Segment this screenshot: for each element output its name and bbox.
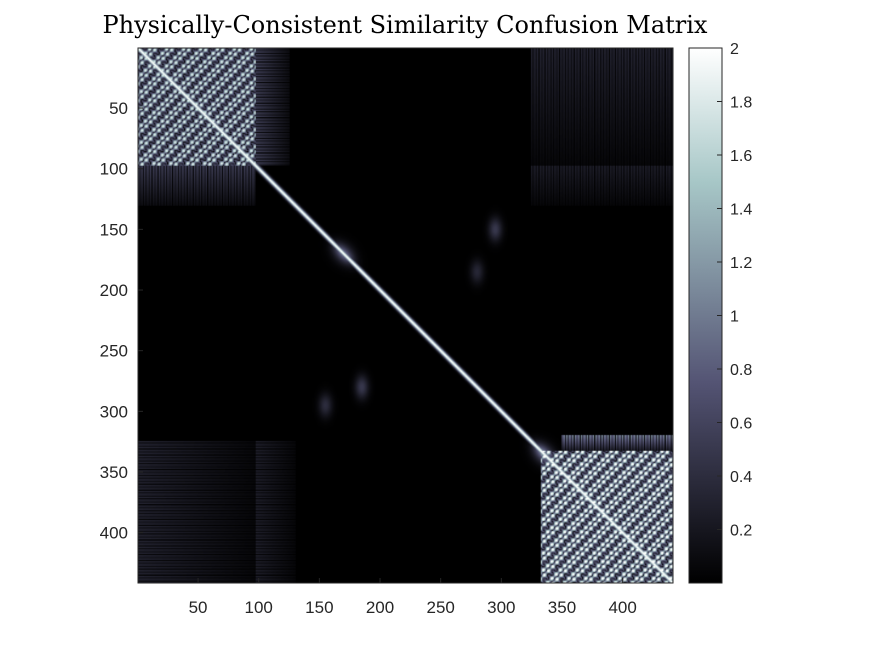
colorbar-tick-label: 1.8 — [730, 95, 752, 112]
y-tick-label: 250 — [100, 342, 128, 361]
x-tick-label: 200 — [366, 598, 394, 617]
colorbar-ticks: 0.2 0.4 0.6 0.8 1 1.2 1.4 1.6 1.8 2 — [717, 41, 752, 540]
heatmap-image-frame — [138, 48, 673, 583]
y-tick-label: 400 — [100, 524, 128, 543]
chart-title: Physically-Consistent Similarity Confusi… — [103, 11, 708, 39]
y-tick-label: 200 — [100, 281, 128, 300]
plot-border — [137, 47, 674, 584]
x-tick-label: 400 — [608, 598, 636, 617]
x-axis: 50 100 150 200 250 300 350 400 — [189, 578, 637, 617]
heatmap-image — [138, 48, 673, 583]
colorbar-tick-label: 1.6 — [730, 148, 752, 165]
colorbar-tick-label: 1 — [730, 309, 739, 326]
colorbar-tick-label: 0.4 — [730, 469, 752, 486]
x-tick-label: 100 — [245, 598, 273, 617]
colorbar-tick-label: 1.2 — [730, 255, 752, 272]
y-tick-label: 350 — [100, 463, 128, 482]
y-tick-label: 50 — [109, 99, 128, 118]
y-tick-label: 100 — [100, 160, 128, 179]
colorbar-tick-label: 0.2 — [730, 523, 752, 540]
colorbar-tick-label: 2 — [730, 41, 739, 58]
x-tick-label: 150 — [305, 598, 333, 617]
colorbar-tick-label: 0.6 — [730, 416, 752, 433]
colorbar-gradient — [688, 47, 723, 584]
y-tick-label: 150 — [100, 220, 128, 239]
colorbar: 0.2 0.4 0.6 0.8 1 1.2 1.4 1.6 1.8 2 — [688, 41, 752, 584]
heatmap-plot-area — [137, 47, 674, 584]
x-tick-label: 350 — [548, 598, 576, 617]
y-axis: 50 100 150 200 250 300 350 400 — [100, 99, 143, 543]
x-tick-label: 300 — [487, 598, 515, 617]
x-tick-label: 50 — [189, 598, 208, 617]
colorbar-tick-label: 1.4 — [730, 202, 752, 219]
y-tick-label: 300 — [100, 402, 128, 421]
x-tick-label: 250 — [426, 598, 454, 617]
colorbar-tick-label: 0.8 — [730, 362, 752, 379]
